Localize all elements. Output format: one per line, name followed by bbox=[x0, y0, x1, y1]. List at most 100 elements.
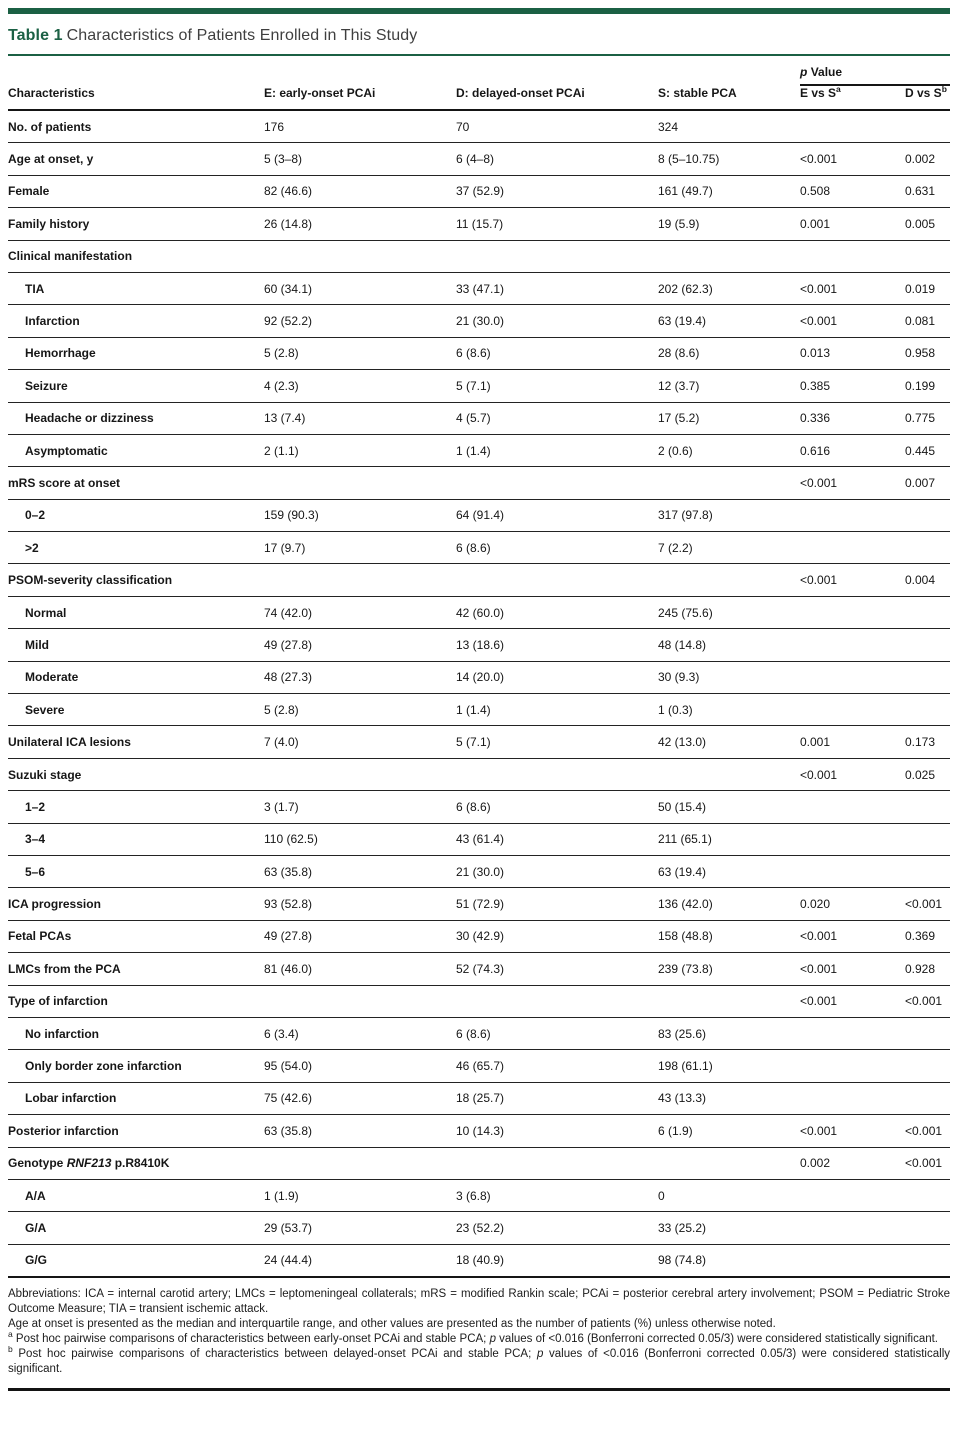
row-value bbox=[800, 1179, 905, 1213]
table-row: mRS score at onset <0.001 0.007 bbox=[8, 466, 951, 500]
row-value: 6 (8.6) bbox=[456, 337, 658, 371]
row-value: 0.508 bbox=[800, 175, 905, 209]
row-value: 82 (46.6) bbox=[264, 175, 456, 209]
row-value: 176 bbox=[264, 110, 456, 144]
row-value: 43 (13.3) bbox=[658, 1082, 800, 1116]
row-value: 6 (8.6) bbox=[456, 790, 658, 824]
row-value: 0.081 bbox=[905, 304, 951, 338]
row-value: 18 (40.9) bbox=[456, 1244, 658, 1279]
row-label: Seizure bbox=[8, 369, 264, 403]
row-value: <0.001 bbox=[905, 1114, 951, 1148]
row-value bbox=[800, 110, 905, 144]
row-value: 7 (4.0) bbox=[264, 725, 456, 759]
row-value: 0.631 bbox=[905, 175, 951, 209]
row-value: 75 (42.6) bbox=[264, 1082, 456, 1116]
column-header-row: Characteristics E: early-onset PCAi D: d… bbox=[8, 85, 951, 111]
row-value: 63 (19.4) bbox=[658, 855, 800, 889]
row-label: Fetal PCAs bbox=[8, 920, 264, 954]
col-header-characteristics: Characteristics bbox=[8, 85, 264, 111]
row-value: 13 (7.4) bbox=[264, 402, 456, 435]
row-value bbox=[905, 790, 951, 824]
row-value: 0.928 bbox=[905, 952, 951, 986]
row-value bbox=[905, 240, 951, 273]
row-value: 2 (1.1) bbox=[264, 434, 456, 468]
row-value bbox=[905, 855, 951, 889]
row-value: 0.025 bbox=[905, 758, 951, 792]
row-value bbox=[800, 1017, 905, 1051]
row-label: 1–2 bbox=[8, 790, 264, 824]
row-value bbox=[658, 1147, 800, 1180]
row-value: 5 (2.8) bbox=[264, 693, 456, 727]
row-value: 317 (97.8) bbox=[658, 499, 800, 533]
table-row: Type of infarction <0.001 <0.001 bbox=[8, 985, 951, 1018]
row-value: 12 (3.7) bbox=[658, 369, 800, 403]
row-value: 30 (42.9) bbox=[456, 920, 658, 954]
row-value: 30 (9.3) bbox=[658, 661, 800, 695]
row-label: G/G bbox=[8, 1244, 264, 1279]
row-label: G/A bbox=[8, 1211, 264, 1245]
row-value: 0.369 bbox=[905, 920, 951, 954]
row-value: <0.001 bbox=[905, 985, 951, 1018]
row-value: 0.020 bbox=[800, 887, 905, 921]
table-row: Female 82 (46.6) 37 (52.9) 161 (49.7) 0.508 0… bbox=[8, 175, 951, 209]
row-value: 239 (73.8) bbox=[658, 952, 800, 986]
row-value bbox=[905, 596, 951, 630]
row-value: 1 (1.4) bbox=[456, 434, 658, 468]
row-value: 23 (52.2) bbox=[456, 1211, 658, 1245]
row-value: <0.001 bbox=[905, 887, 951, 921]
row-value: 42 (13.0) bbox=[658, 725, 800, 759]
row-value: 33 (25.2) bbox=[658, 1211, 800, 1245]
row-value: 4 (5.7) bbox=[456, 402, 658, 435]
p-italic: p bbox=[800, 65, 808, 79]
row-value: 198 (61.1) bbox=[658, 1049, 800, 1083]
table-title: Table 1 Characteristics of Patients Enrol… bbox=[8, 14, 950, 54]
table-row: >2 17 (9.7) 6 (8.6) 7 (2.2) bbox=[8, 531, 951, 565]
row-value: <0.001 bbox=[800, 985, 905, 1018]
row-value: 49 (27.8) bbox=[264, 628, 456, 662]
row-value: <0.001 bbox=[800, 920, 905, 954]
row-value: 3 (1.7) bbox=[264, 790, 456, 824]
footnotes: Abbreviations: ICA = internal carotid ar… bbox=[8, 1278, 950, 1377]
row-label: Mild bbox=[8, 628, 264, 662]
table-row: Clinical manifestation bbox=[8, 240, 951, 273]
row-label: 3–4 bbox=[8, 823, 264, 856]
row-label: Normal bbox=[8, 596, 264, 630]
row-value: 5 (7.1) bbox=[456, 369, 658, 403]
table-number: Table 1 bbox=[8, 27, 63, 44]
row-value bbox=[800, 499, 905, 533]
row-value: 3 (6.8) bbox=[456, 1179, 658, 1213]
row-value: 81 (46.0) bbox=[264, 952, 456, 986]
row-value: <0.001 bbox=[800, 466, 905, 500]
row-value: 52 (74.3) bbox=[456, 952, 658, 986]
row-label: TIA bbox=[8, 272, 264, 306]
row-value bbox=[905, 1017, 951, 1051]
row-value: 64 (91.4) bbox=[456, 499, 658, 533]
table-row: Unilateral ICA lesions 7 (4.0) 5 (7.1) 42 (… bbox=[8, 725, 951, 759]
row-value: 0.336 bbox=[800, 402, 905, 435]
row-value: 0.002 bbox=[905, 142, 951, 176]
row-value: 324 bbox=[658, 110, 800, 144]
row-value bbox=[800, 531, 905, 565]
row-value: 49 (27.8) bbox=[264, 920, 456, 954]
row-value: 1 (1.4) bbox=[456, 693, 658, 727]
footnote: a Post hoc pairwise comparisons of chara… bbox=[8, 1329, 939, 1346]
row-value: <0.001 bbox=[800, 563, 905, 597]
row-label: No. of patients bbox=[8, 110, 264, 144]
row-label: Family history bbox=[8, 207, 264, 241]
row-value bbox=[800, 823, 905, 856]
row-value bbox=[905, 1049, 951, 1083]
table-row: Suzuki stage <0.001 0.025 bbox=[8, 758, 951, 792]
row-value bbox=[800, 1082, 905, 1116]
table-row: Posterior infarction 63 (35.8) 10 (14.3) 6 … bbox=[8, 1114, 951, 1148]
table-row: Fetal PCAs 49 (27.8) 30 (42.9) 158 (48.8) <0… bbox=[8, 920, 951, 954]
row-label: Only border zone infarction bbox=[8, 1049, 264, 1083]
table-row: G/A 29 (53.7) 23 (52.2) 33 (25.2) bbox=[8, 1211, 951, 1245]
row-value: <0.001 bbox=[800, 952, 905, 986]
row-value: 6 (1.9) bbox=[658, 1114, 800, 1148]
row-value bbox=[905, 110, 951, 144]
row-value bbox=[905, 499, 951, 533]
row-value: 136 (42.0) bbox=[658, 887, 800, 921]
row-label: Posterior infarction bbox=[8, 1114, 264, 1148]
row-value: 0.007 bbox=[905, 466, 951, 500]
